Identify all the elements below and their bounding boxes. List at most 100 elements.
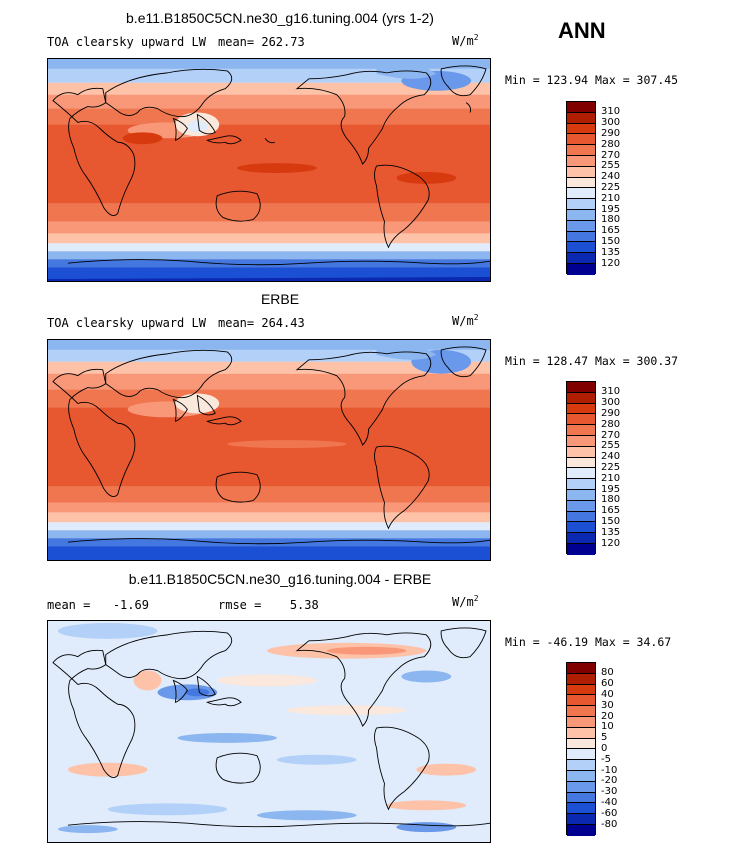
panel2-colorbar-swatch [567,414,595,426]
panel2-colorbar-swatch [567,543,595,555]
panel3-unit: W/m2 [452,594,479,609]
panel3-minmax: Min = -46.19 Max = 34.67 [505,635,672,649]
panel2-tick: 165 [601,505,621,516]
panel2-title: ERBE [260,291,300,307]
panel1-tick: 300 [601,117,621,128]
panel2-map [47,339,491,561]
season-label: ANN [558,18,606,43]
panel3-tick: 80 [601,667,614,678]
panel2-tick: 210 [601,473,621,484]
panel2-colorbar-swatch [567,382,595,393]
panel1-colorbar-swatch [567,231,595,243]
panel2-colorbar-swatch [567,533,595,544]
panel2-colorbar-swatch [567,403,595,415]
panel2-tick: 300 [601,397,621,408]
panel3-colorbar-swatch [567,684,595,696]
panel1-tick: 120 [601,258,621,269]
panel1-colorbar-swatch [567,199,595,210]
panel3-tick: -30 [601,786,618,797]
panel3-tick: -5 [601,754,611,765]
panel2-minmax: Min = 128.47 Max = 300.37 [505,354,679,368]
panel1-colorbar-swatch [567,145,595,156]
panel1-tick: 225 [601,182,621,193]
panel2-tick: 240 [601,451,621,462]
panel3-colorbar-swatch [567,706,595,717]
panel1-unit: W/m2 [452,33,479,48]
panel1-tick: 135 [601,247,621,258]
panel3-colorbar-swatch [567,792,595,804]
panel3-title: b.e11.B1850C5CN.ne30_g16.tuning.004 - ER… [128,571,432,587]
panel2-tick: 280 [601,419,621,430]
panel2-tick: 195 [601,484,621,495]
panel3-tick: -40 [601,797,618,808]
panel3-tick: -60 [601,808,618,819]
panel1-tick: 195 [601,204,621,215]
panel1-colorbar-swatch [567,263,595,275]
panel2-variable-label: TOA clearsky upward LW [47,316,206,330]
panel3-colorbar-swatch [567,781,595,793]
panel2-tick: 255 [601,440,621,451]
panel1-tick: 280 [601,139,621,150]
panel2-colorbar-swatch [567,435,595,447]
panel2-tick: 150 [601,516,621,527]
panel1-tick: 150 [601,236,621,247]
panel2-tick: 270 [601,430,621,441]
panel3-colorbar-swatch [567,663,595,674]
panel2-tick: 135 [601,527,621,538]
panel3-colorbar-swatch [567,673,595,685]
panel2-colorbar-swatch [567,511,595,523]
panel3-tick: 20 [601,711,614,722]
panel2-colorbar-swatch [567,446,595,458]
panel2-tick: 290 [601,408,621,419]
panel3-colorbar-swatch [567,695,595,707]
panel1-mean-label: mean= [218,35,255,49]
panel3-colorbar-swatch [567,738,595,750]
panel2-colorbar-swatch [567,468,595,480]
panel3-mean-label: mean = [47,598,91,612]
panel3-colorbar-swatch [567,760,595,771]
panel2-tick: 310 [601,386,621,397]
panel3-tick: -10 [601,765,618,776]
panel3-rmse-value: 5.38 [289,598,319,612]
panel3-rmse-label: rmse = [218,598,262,612]
panel1-colorbar-swatch [567,112,595,124]
panel3-map [47,620,491,843]
panel3-mean-value: -1.69 [112,598,149,612]
panel1-tick: 240 [601,171,621,182]
panel2-mean-label: mean= [218,316,255,330]
panel2-tick: 180 [601,494,621,505]
panel1-mean-value: 262.73 [261,35,305,49]
panel1-minmax: Min = 123.94 Max = 307.45 [505,73,679,87]
panel2-colorbar-swatch [567,457,595,469]
panel3-tick: 30 [601,700,614,711]
panel3-colorbar-swatch [567,749,595,761]
panel3-colorbar-swatch [567,770,595,782]
panel2-colorbar-swatch [567,522,595,534]
panel1-colorbar-swatch [567,253,595,264]
panel2-unit: W/m2 [452,313,479,328]
panel1-tick: 210 [601,193,621,204]
panel1-colorbar-swatch [567,102,595,113]
panel1-map [47,58,491,282]
panel1-colorbar-swatch [567,209,595,221]
panel2-tick: 225 [601,462,621,473]
panel1-colorbar-swatch [567,220,595,232]
panel3-colorbar-swatch [567,814,595,825]
panel1-colorbar [566,101,596,275]
panel3-tick: 5 [601,732,608,743]
panel2-colorbar-swatch [567,392,595,404]
panel3-tick: 40 [601,689,614,700]
panel1-title: b.e11.B1850C5CN.ne30_g16.tuning.004 (yrs… [126,10,434,26]
panel1-variable-label: TOA clearsky upward LW [47,35,206,49]
panel2-colorbar-swatch [567,479,595,490]
panel3-tick: -20 [601,775,618,786]
panel3-tick: -80 [601,819,618,830]
panel2-colorbar-swatch [567,425,595,436]
panel1-colorbar-swatch [567,242,595,254]
panel1-tick: 270 [601,150,621,161]
panel3-colorbar [566,662,596,836]
panel2-mean-value: 264.43 [261,316,305,330]
panel2-colorbar-swatch [567,500,595,512]
panel3-colorbar-swatch [567,824,595,836]
panel1-tick: 165 [601,225,621,236]
